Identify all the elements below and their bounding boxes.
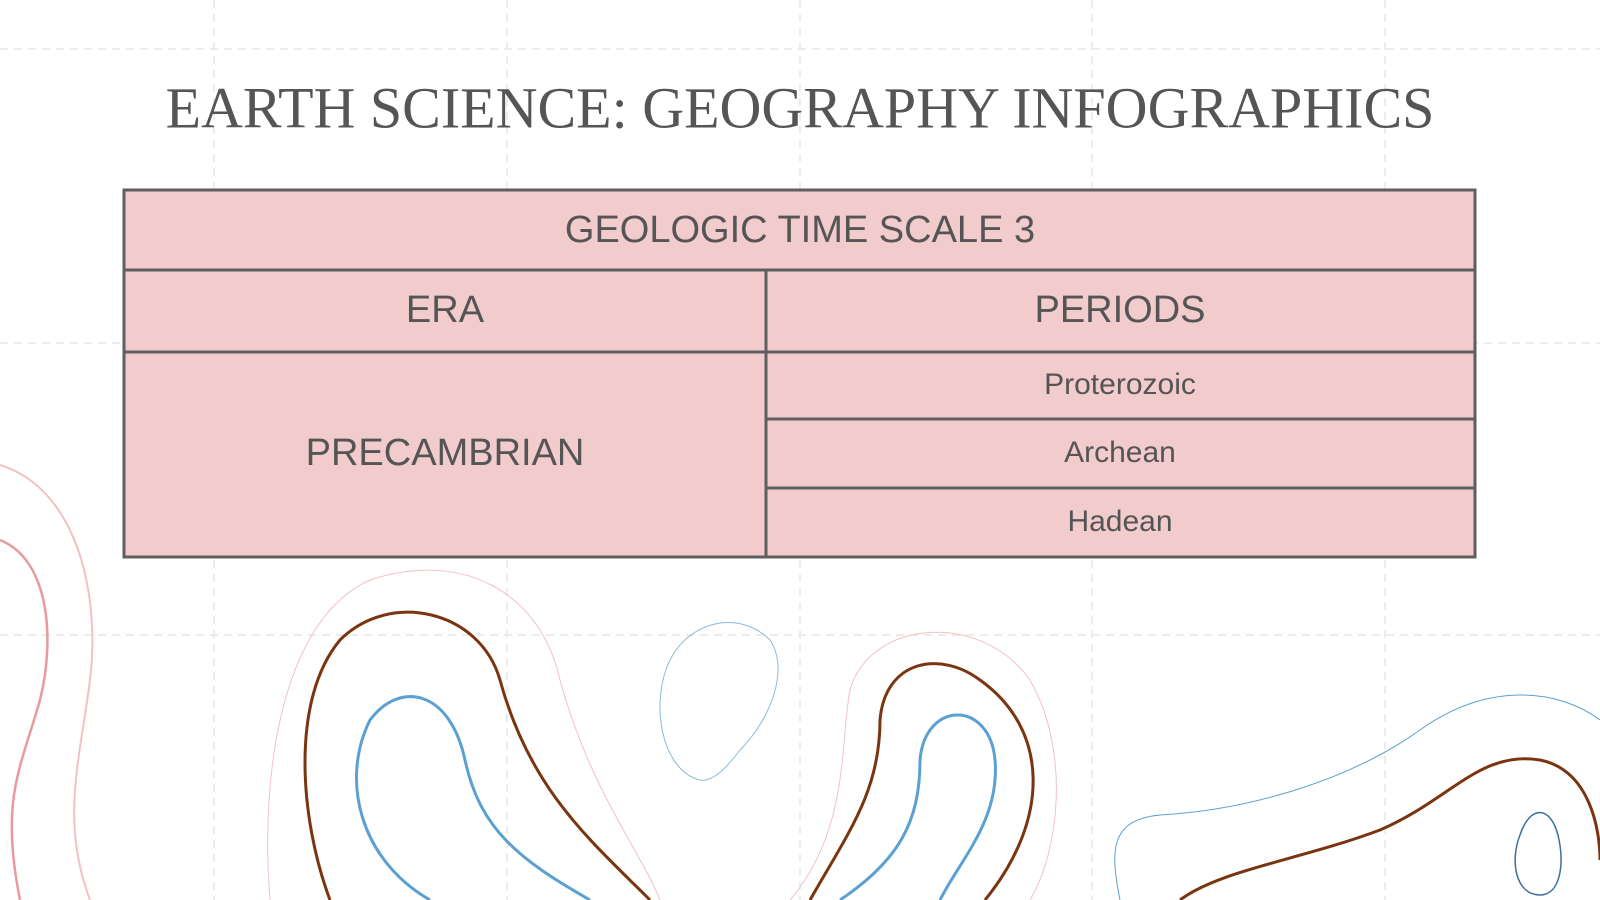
table-caption: GEOLOGIC TIME SCALE 3 bbox=[565, 209, 1035, 251]
slide-title: EARTH SCIENCE: GEOGRAPHY INFOGRAPHICS bbox=[166, 75, 1435, 140]
contour-decoration bbox=[0, 464, 1600, 900]
period-name: Archean bbox=[1064, 436, 1176, 469]
table-caption-cell bbox=[122, 188, 1477, 272]
period-cell bbox=[764, 486, 1477, 559]
period-name: Hadean bbox=[1067, 505, 1172, 538]
column-header: ERA bbox=[406, 289, 485, 331]
era-name: PRECAMBRIAN bbox=[306, 432, 585, 474]
geologic-table: GEOLOGIC TIME SCALE 3 ERA PERIODS PRECAM… bbox=[122, 188, 1477, 559]
header-cell bbox=[764, 268, 1477, 354]
period-cell bbox=[764, 417, 1477, 490]
header-cell bbox=[122, 268, 768, 354]
period-name: Proterozoic bbox=[1044, 368, 1196, 401]
period-cell bbox=[764, 350, 1477, 421]
era-cell bbox=[122, 350, 768, 559]
column-header: PERIODS bbox=[1034, 289, 1205, 331]
